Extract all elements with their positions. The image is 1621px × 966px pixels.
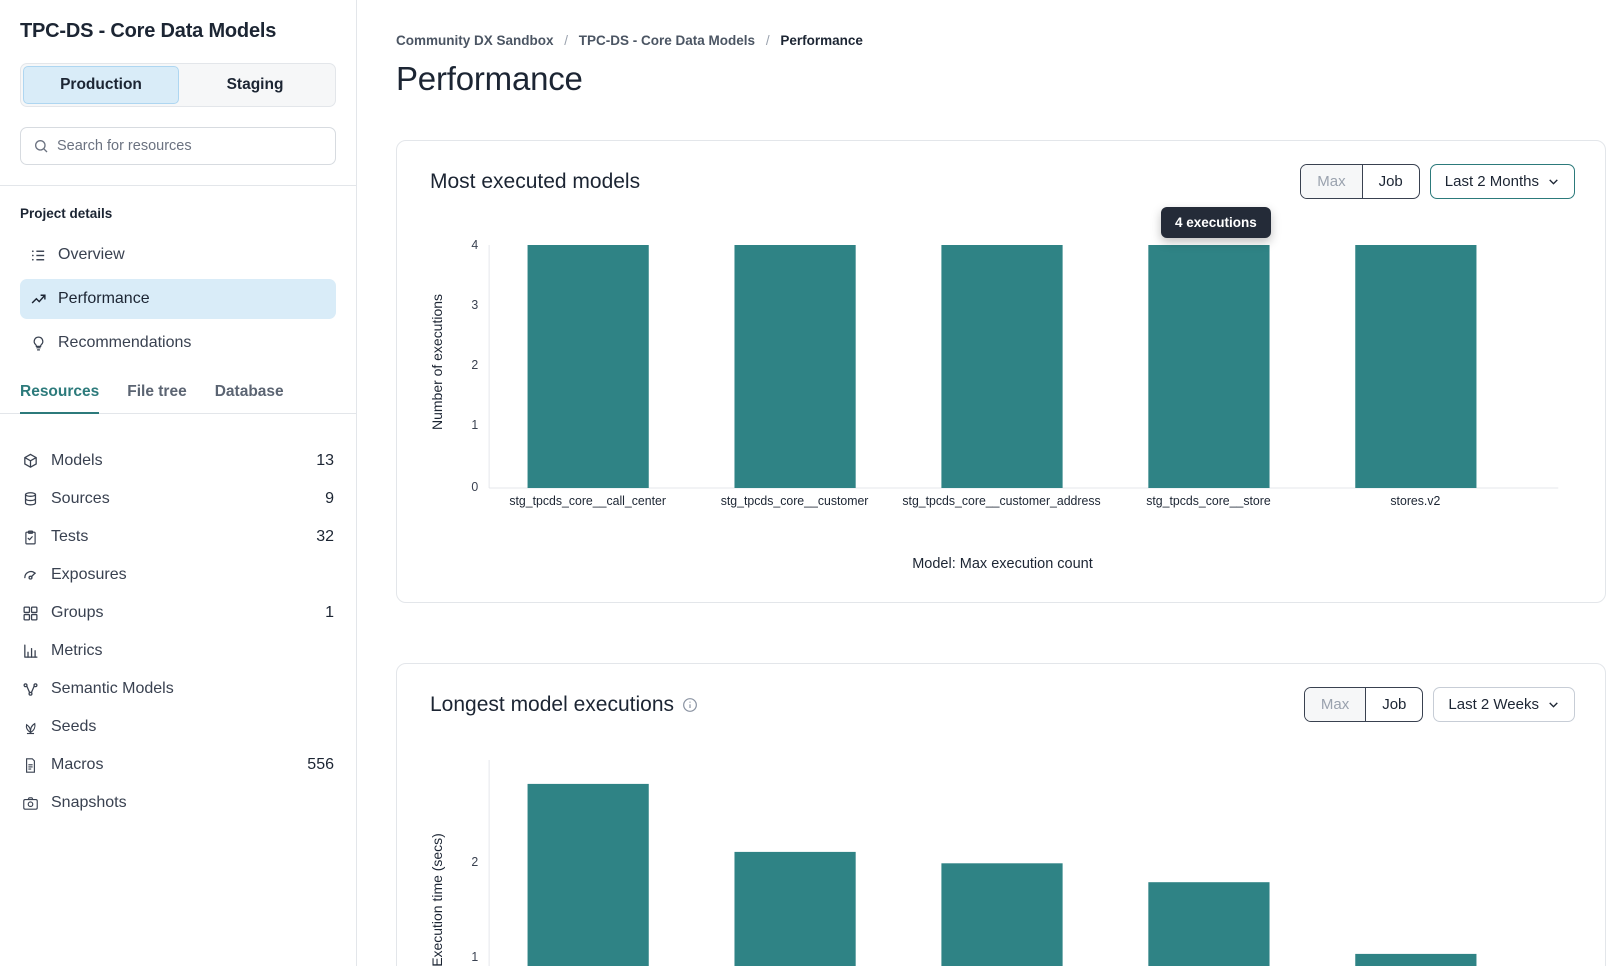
svg-text:stg_tpcds_core__customer_addre: stg_tpcds_core__customer_address (902, 494, 1100, 508)
svg-text:stg_tpcds_core__call_center: stg_tpcds_core__call_center (509, 494, 666, 508)
svg-text:3: 3 (471, 298, 478, 312)
svg-text:4: 4 (471, 238, 478, 252)
svg-text:Number of executions: Number of executions (430, 294, 445, 430)
svg-text:2: 2 (471, 358, 478, 372)
svg-text:stores.v2: stores.v2 (1390, 494, 1440, 508)
svg-text:Execution time (secs): Execution time (secs) (430, 833, 445, 966)
svg-text:1: 1 (471, 418, 478, 432)
svg-text:2: 2 (471, 855, 478, 869)
svg-text:0: 0 (471, 480, 478, 494)
svg-text:1: 1 (471, 950, 478, 964)
svg-text:stg_tpcds_core__store: stg_tpcds_core__store (1146, 494, 1271, 508)
svg-text:stg_tpcds_core__customer: stg_tpcds_core__customer (721, 494, 869, 508)
